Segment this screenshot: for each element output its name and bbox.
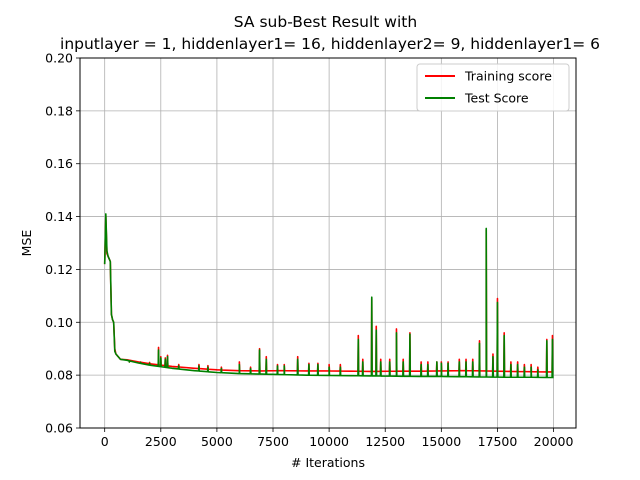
- y-tick-label: 0.20: [45, 51, 73, 66]
- grid: [80, 57, 576, 429]
- axes: 0 2500 5000 7500 10000 12500 15000 17500 20000 0.…: [45, 51, 573, 450]
- x-axis-label: # Iterations: [291, 455, 365, 470]
- x-tick-label: 10000: [309, 434, 349, 449]
- x-tick-label: 20000: [534, 434, 574, 449]
- x-tick-label: 12500: [365, 434, 405, 449]
- x-tick-label: 0: [101, 434, 109, 449]
- x-tick-label: 7500: [257, 434, 289, 449]
- x-tick-label: 17500: [478, 434, 518, 449]
- chart-title-line2: inputlayer = 1, hiddenlayer1= 16, hidden…: [60, 35, 600, 53]
- y-tick-label: 0.16: [45, 156, 73, 171]
- chart-title-line1: SA sub-Best Result with: [234, 13, 417, 31]
- y-tick-label: 0.18: [45, 103, 73, 118]
- y-tick-label: 0.08: [45, 368, 73, 383]
- y-tick-label: 0.12: [45, 262, 73, 277]
- series-line-test: [103, 213, 554, 379]
- x-tick-label: 5000: [201, 434, 233, 449]
- legend: Training score Test Score: [416, 63, 570, 112]
- y-tick-label: 0.06: [45, 421, 73, 436]
- plot-frame: [79, 57, 577, 429]
- y-axis-label: MSE: [19, 230, 34, 257]
- legend-label-training: Training score: [464, 69, 552, 84]
- x-tick-label: 2500: [145, 434, 177, 449]
- plot-area: [103, 213, 554, 379]
- legend-label-test: Test Score: [464, 91, 529, 106]
- y-tick-label: 0.10: [45, 315, 73, 330]
- x-tick-label: 15000: [421, 434, 461, 449]
- y-tick-label: 0.14: [45, 209, 73, 224]
